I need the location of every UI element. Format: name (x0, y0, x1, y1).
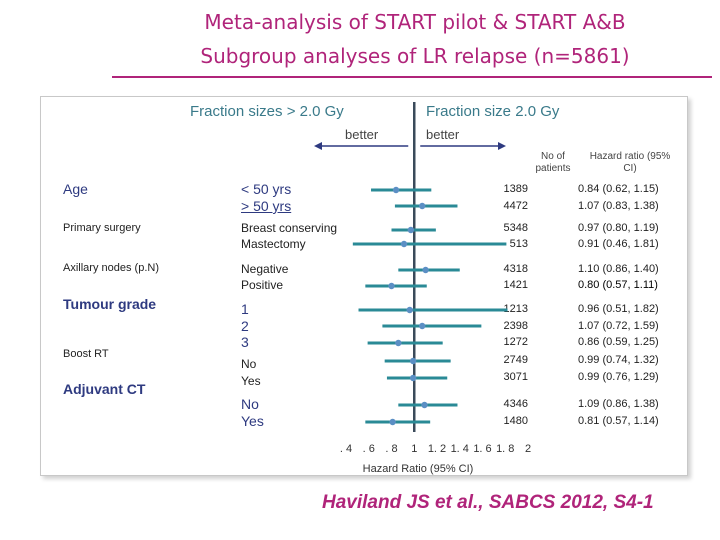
category-nodes-positive: Positive (241, 278, 284, 292)
patients-count: 1213 (503, 303, 528, 315)
category-boost-no: No (241, 357, 257, 371)
x-tick-label: 1. 8 (496, 443, 514, 455)
point-estimate (389, 418, 396, 426)
subgroup-tumour-grade: Tumour grade (63, 296, 157, 312)
better-right-arrowhead (498, 142, 506, 150)
category-age-under-50: < 50 yrs (241, 181, 292, 197)
point-estimate (409, 357, 417, 365)
subgroup-adjuvant-ct: Adjuvant CT (63, 381, 146, 397)
forest-plot-panel (40, 96, 688, 476)
patients-count: 4346 (503, 398, 528, 410)
point-estimate (409, 374, 417, 382)
patients-count: 2749 (503, 354, 528, 366)
category-grade-3: 3 (241, 334, 249, 350)
hazard-ratio-text: 0.81 (0.57, 1.14) (578, 415, 659, 427)
hazard-ratio-text: 1.07 (0.83, 1.38) (578, 200, 659, 212)
better-left-label: better (345, 127, 379, 142)
point-estimate (392, 186, 400, 194)
x-axis-label: Hazard Ratio (95% CI) (363, 463, 474, 475)
patients-count: 4318 (503, 263, 528, 275)
category-age-over-50: > 50 yrs (241, 198, 292, 214)
point-estimate (400, 240, 408, 248)
hazard-ratio-text: 1.10 (0.86, 1.40) (578, 263, 659, 275)
category-grade-2: 2 (241, 318, 249, 334)
title-line-1: Meta-analysis of START pilot & START A&B (204, 10, 626, 34)
point-estimate (421, 401, 428, 409)
point-estimate (388, 282, 395, 290)
patients-count: 1480 (503, 415, 528, 427)
hazard-ratio-text: 0.86 (0.59, 1.25) (578, 336, 659, 348)
x-tick-label: 1 (411, 443, 417, 455)
x-tick-label: . 8 (385, 443, 397, 455)
hazard-ratio-text: 1.07 (0.72, 1.59) (578, 320, 659, 332)
patients-count: 1272 (503, 336, 528, 348)
col-header-patients: No of patients (535, 151, 571, 174)
category-grade-1: 1 (241, 301, 249, 317)
patients-count: 2398 (503, 320, 528, 332)
col-header-hazard-ratio: Hazard ratio (95% CI) (589, 151, 671, 174)
patients-count: 1421 (503, 279, 528, 291)
x-tick-label: . 6 (363, 443, 375, 455)
patients-count: 3071 (503, 371, 528, 383)
category-ct-yes: Yes (241, 413, 264, 429)
category-mastectomy: Mastectomy (241, 237, 306, 251)
hazard-ratio-text: 0.99 (0.76, 1.29) (578, 371, 659, 383)
point-estimate (419, 202, 426, 210)
patients-count: 1389 (503, 183, 528, 195)
better-right-label: better (426, 127, 460, 142)
subgroup-primary-surgery: Primary surgery (63, 222, 141, 234)
patients-count: 5348 (503, 222, 528, 234)
hazard-ratio-text: 0.91 (0.46, 1.81) (578, 238, 659, 250)
patients-count: 4472 (503, 200, 528, 212)
category-nodes-negative: Negative (241, 262, 289, 276)
patients-count: 513 (509, 238, 528, 250)
point-estimate (407, 226, 415, 234)
hazard-ratio-text: 0.99 (0.74, 1.32) (578, 354, 659, 366)
subgroup-boost-rt: Boost RT (63, 348, 109, 360)
header-fraction-right: Fraction size 2.0 Gy (426, 103, 560, 120)
category-ct-no: No (241, 396, 259, 412)
point-estimate (406, 306, 413, 314)
x-tick-label: . 4 (340, 443, 352, 455)
better-left-arrowhead (314, 142, 322, 150)
header-fraction-left: Fraction sizes > 2.0 Gy (190, 103, 344, 120)
title-underline (112, 76, 712, 78)
hazard-ratio-text: 0.80 (0.57, 1.11) (578, 279, 658, 291)
category-breast-conserving: Breast conserving (241, 221, 338, 235)
x-tick-label: 2 (525, 443, 531, 455)
hazard-ratio-text: 1.09 (0.86, 1.38) (578, 398, 659, 410)
title-line-2: Subgroup analyses of LR relapse (n=5861) (200, 44, 630, 68)
point-estimate (422, 266, 429, 274)
x-tick-label: 1. 6 (473, 443, 491, 455)
hazard-ratio-text: 0.96 (0.51, 1.82) (578, 303, 659, 315)
subgroup-age: Age (63, 181, 88, 197)
x-tick-label: 1. 2 (428, 443, 446, 455)
hazard-ratio-text: 0.97 (0.80, 1.19) (578, 222, 659, 234)
subgroup-axillary-nodes: Axillary nodes (p.N) (63, 262, 159, 274)
point-estimate (419, 322, 426, 330)
hazard-ratio-text: 0.84 (0.62, 1.15) (578, 183, 659, 195)
x-tick-label: 1. 4 (451, 443, 469, 455)
category-boost-yes: Yes (241, 374, 261, 388)
point-estimate (395, 339, 402, 347)
citation: Haviland JS et al., SABCS 2012, S4-1 (322, 492, 654, 513)
